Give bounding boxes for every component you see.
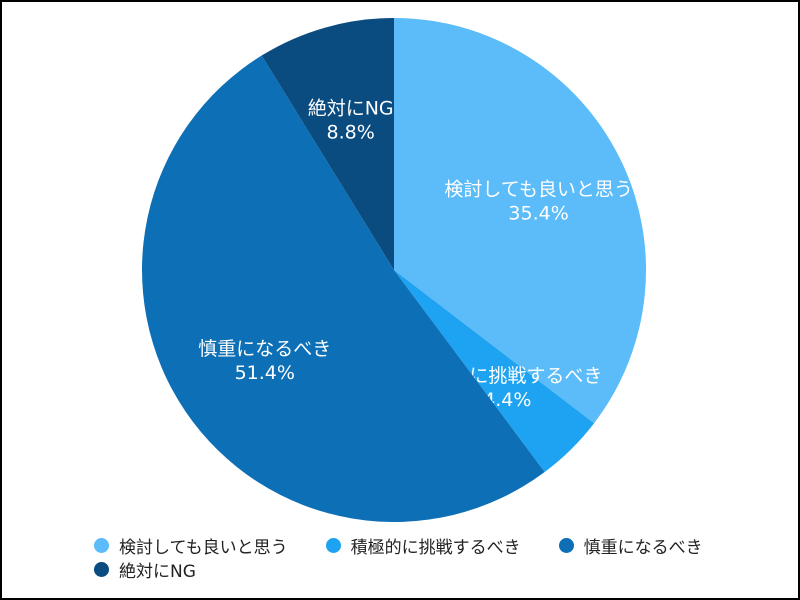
slice-value-label: 35.4% (508, 203, 568, 225)
legend-swatch-icon (94, 537, 109, 553)
legend-swatch-icon (94, 561, 109, 577)
slice-value-label: 4.4% (483, 389, 531, 411)
legend-label: 積極的に挑戦するべき (350, 537, 521, 558)
legend-label: 検討しても良いと思う (119, 537, 288, 558)
pie-slice (261, 18, 394, 270)
slice-category-label: 慎重になるべき (198, 338, 331, 360)
slice-category-label: 検討しても良いと思う (444, 179, 632, 201)
legend-swatch-icon (325, 537, 341, 553)
legend-item: 絶対にNG (94, 558, 196, 582)
legend-swatch-icon (558, 537, 574, 553)
legend: 検討しても良いと思う 積極的に挑戦するべき 慎重になるべき 絶対にNG (94, 534, 784, 582)
legend-item: 慎重になるべき (558, 534, 703, 558)
slice-value-label: 51.4% (235, 362, 295, 384)
pie-slice (394, 270, 595, 472)
legend-item: 積極的に挑戦するべき (325, 534, 521, 558)
pie-slice (394, 18, 646, 424)
pie-slice (142, 55, 545, 522)
slice-category-label: 絶対にNG (308, 97, 394, 119)
legend-label: 慎重になるべき (583, 537, 703, 558)
legend-item: 検討しても良いと思う (94, 534, 288, 558)
legend-label: 絶対にNG (119, 561, 196, 582)
slice-value-label: 8.8% (327, 121, 375, 143)
